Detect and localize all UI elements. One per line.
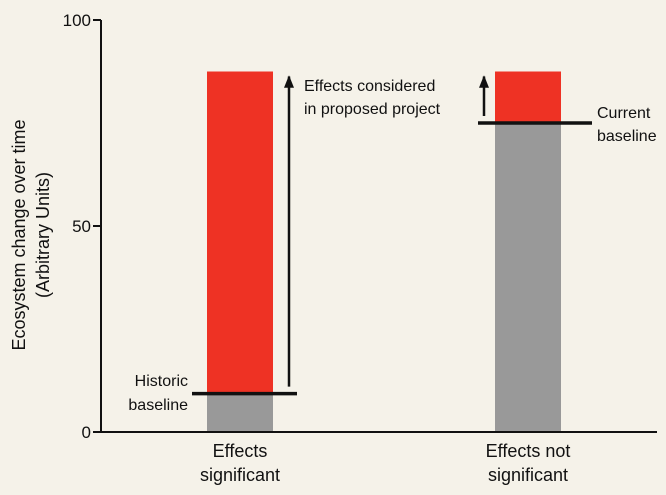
historic-baseline-label-line2: baseline <box>128 397 188 414</box>
effects-considered-label-line2: in proposed project <box>304 101 441 118</box>
historic-baseline-label: Historic <box>135 373 188 390</box>
effects-bar-segment <box>495 71 561 123</box>
bars-layer <box>207 71 561 432</box>
y-tick-label: 0 <box>82 423 91 442</box>
baseline-bar-segment <box>207 393 273 432</box>
y-tick-label: 50 <box>72 217 91 236</box>
baseline-bar-segment <box>495 123 561 432</box>
effects-considered-label: Effects considered <box>304 78 435 95</box>
y-axis-label-units: (Arbitrary Units) <box>33 172 53 298</box>
y-tick-label: 100 <box>63 11 91 30</box>
y-axis-label: Ecosystem change over time <box>9 119 29 350</box>
current-baseline-label: Current <box>597 105 651 122</box>
category-label-2-line2: significant <box>488 465 568 485</box>
current-baseline-label-line2: baseline <box>597 128 657 145</box>
category-label-2-line1: Effects not <box>486 441 571 461</box>
category-label-1-line2: significant <box>200 465 280 485</box>
effects-bar-segment <box>207 71 273 394</box>
y-ticks: 0 50 100 <box>63 11 101 442</box>
category-label-1-line1: Effects <box>213 441 268 461</box>
